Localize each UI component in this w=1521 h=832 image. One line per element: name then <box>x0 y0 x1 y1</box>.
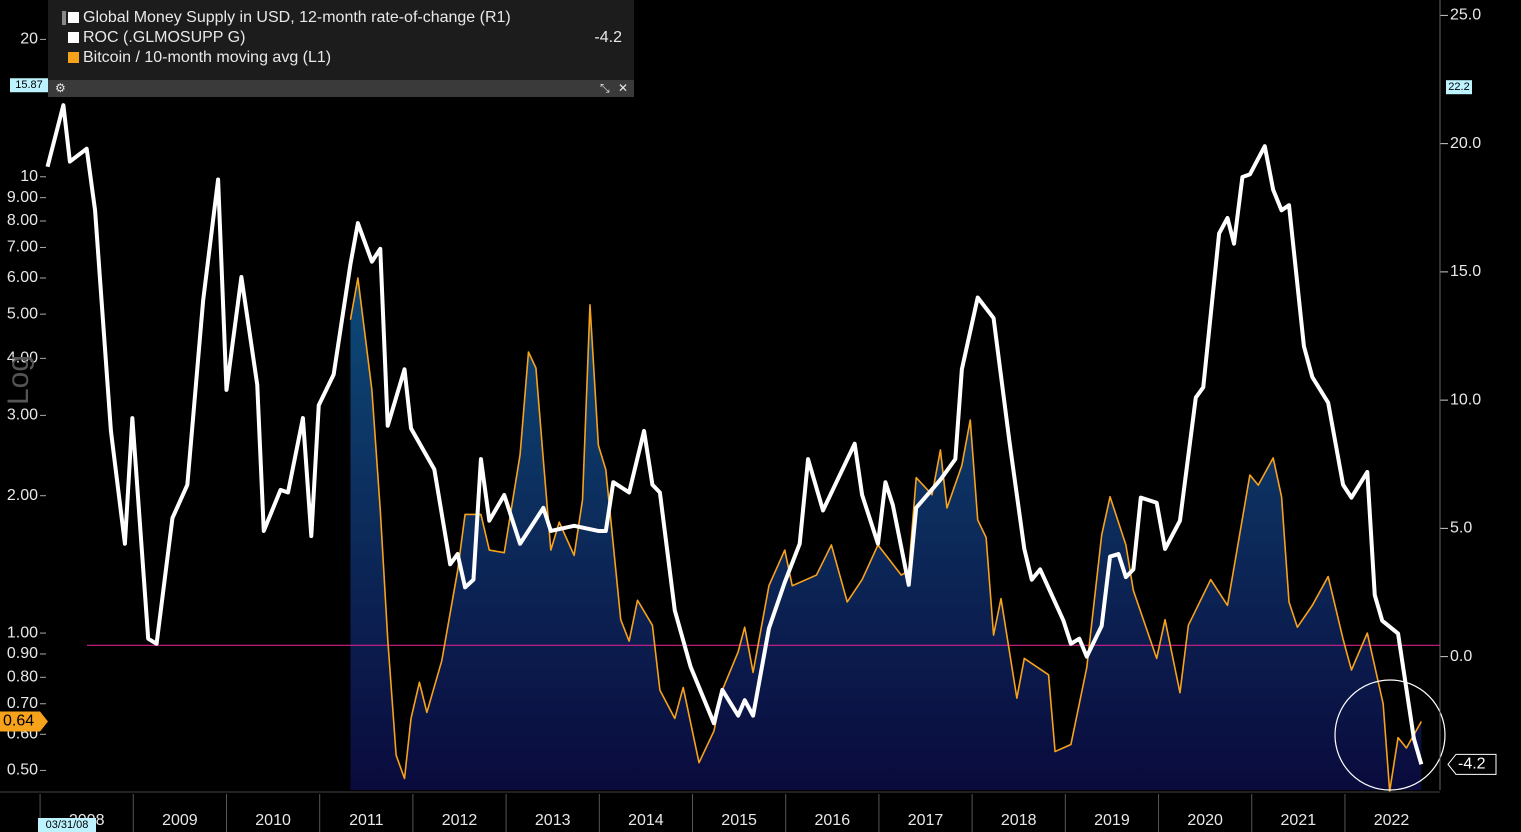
y-tick-label: 0.80 <box>7 669 38 686</box>
legend-box <box>48 0 634 80</box>
y-tick-label: 1.00 <box>7 624 38 641</box>
y2-tick-label: 15.0 <box>1450 263 1481 280</box>
y2-tick-label: 0.0 <box>1450 648 1472 665</box>
last-value-box <box>0 711 48 732</box>
legend: ⚙ ⤡ ✕ Global Money Supply in USD, 12-mon… <box>48 0 634 97</box>
x-tick-label: 2022 <box>1374 812 1410 829</box>
legend-label: Bitcoin / 10-month moving avg (L1) <box>83 49 331 66</box>
close-icon[interactable]: ✕ <box>618 81 628 95</box>
y-axis-label: Log <box>2 355 35 405</box>
last-value-label: 0.64 <box>3 713 34 730</box>
y-tick-label: 6.00 <box>7 269 38 286</box>
y-tick-label: 10 <box>20 168 38 185</box>
y-tick-label: 5.00 <box>7 305 38 322</box>
crosshair-box <box>10 78 48 93</box>
date-box <box>38 818 96 832</box>
highlight-circle <box>1334 679 1446 791</box>
legend-study: ROC (.GLMOSUPP G) <box>83 29 245 46</box>
legend-marker <box>68 52 79 63</box>
x-tick-label: 2012 <box>442 812 478 829</box>
y2-tick-label: 25.0 <box>1450 7 1481 24</box>
x-tick-label: 2021 <box>1281 812 1317 829</box>
x-tick-label: 2015 <box>721 812 757 829</box>
last-value-box <box>1447 753 1497 775</box>
y-tick-label: 0.50 <box>7 762 38 779</box>
y-tick-label: 3.00 <box>7 407 38 424</box>
resize-icon[interactable]: ⤡ <box>600 81 610 95</box>
x-tick-label: 2019 <box>1094 812 1130 829</box>
x-tick-label: 2011 <box>349 812 384 829</box>
plot-area <box>45 103 1440 793</box>
y-tick-label: 9.00 <box>7 189 38 206</box>
x-tick-label: 2016 <box>815 812 851 829</box>
x-tick-label: 2013 <box>535 812 571 829</box>
x-tick-label: 2017 <box>908 812 944 829</box>
y-tick-label: 0.90 <box>7 645 38 662</box>
legend-last-value: -4.2 <box>594 29 622 46</box>
legend-marker <box>68 32 79 43</box>
settings-icon[interactable]: ⚙ <box>55 81 66 95</box>
date-label: 03/31/08 <box>46 819 89 831</box>
y2-tick-label: 5.0 <box>1450 520 1472 537</box>
x-tick-label: 2018 <box>1001 812 1037 829</box>
legend-label: Global Money Supply in USD, 12-month rat… <box>83 9 511 26</box>
y2-tick-label: 20.0 <box>1450 135 1481 152</box>
x-tick-label: 2009 <box>162 812 198 829</box>
crosshair-label: 22.2 <box>1448 81 1469 93</box>
y-tick-label: 20 <box>20 31 38 48</box>
legend-toolbar <box>48 80 634 97</box>
crosshair-box <box>1446 80 1472 95</box>
area <box>350 277 1422 792</box>
y-tick-label: 2.00 <box>7 487 38 504</box>
x-tick-label: 2020 <box>1187 812 1223 829</box>
x-tick-label: 2010 <box>255 812 291 829</box>
y-tick-label: 8.00 <box>7 212 38 229</box>
line <box>45 103 1424 765</box>
crosshair-label: 15.87 <box>15 79 43 91</box>
y2-tick-label: 10.0 <box>1450 391 1481 408</box>
y-tick-label: 4.00 <box>7 350 38 367</box>
x-tick-label: 2014 <box>628 812 664 829</box>
y-tick-label: 7.00 <box>7 239 38 256</box>
last-value-label: -4.2 <box>1458 756 1486 773</box>
y-tick-label: 0.70 <box>7 695 38 712</box>
legend-handle <box>62 11 66 25</box>
line <box>349 277 1423 793</box>
legend-marker <box>68 12 79 23</box>
